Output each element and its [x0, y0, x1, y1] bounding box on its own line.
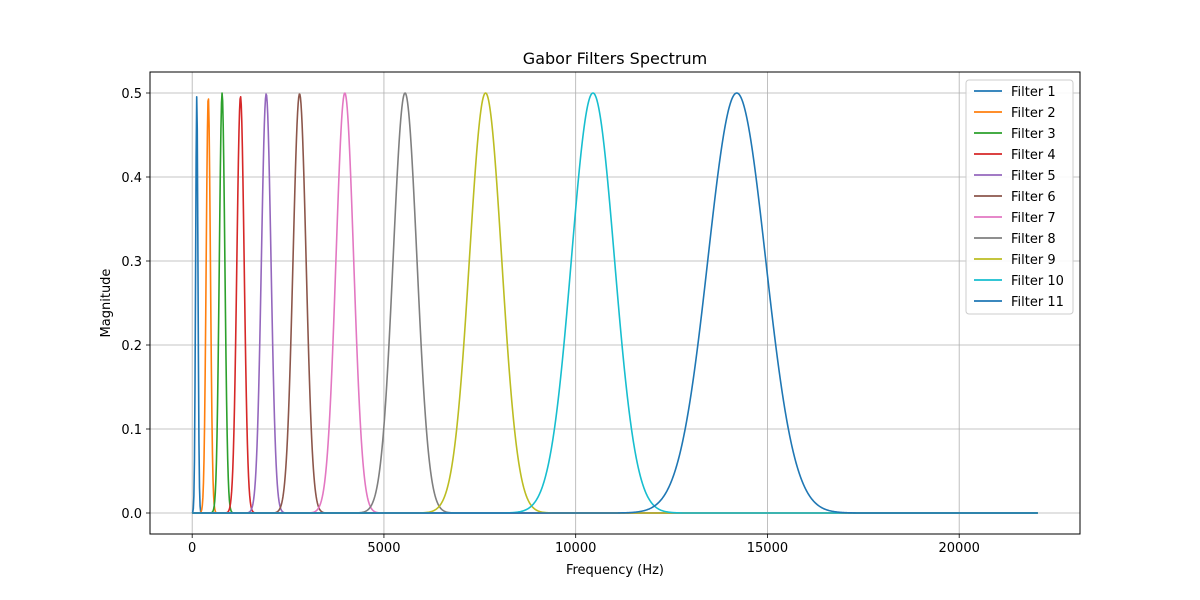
legend-label-filter-6: Filter 6 [1011, 190, 1056, 205]
legend-label-filter-2: Filter 2 [1011, 106, 1056, 121]
series-line-filter-1 [191, 96, 1039, 514]
legend-label-filter-9: Filter 9 [1011, 253, 1056, 268]
x-tick-label: 15000 [747, 541, 788, 556]
legend-label-filter-11: Filter 11 [1011, 295, 1064, 310]
series-line-filter-2 [191, 98, 1039, 514]
x-tick-label: 20000 [939, 541, 980, 556]
legend-label-filter-3: Filter 3 [1011, 127, 1056, 142]
axis-ticks: 0 5000 10000 15000 20000 0.0 0.1 0.2 0.3 0.4 0.5 [121, 87, 980, 556]
x-tick-label: 0 [188, 541, 196, 556]
legend-box [965, 79, 1074, 315]
y-tick-label: 0.1 [121, 423, 142, 438]
y-axis-label: Magnitude [99, 269, 114, 338]
x-tick-label: 10000 [555, 541, 596, 556]
legend: Filter 1 Filter 2 Filter 3 Filter 4 Filter 5… [965, 79, 1074, 315]
y-tick-label: 0.0 [121, 507, 142, 522]
y-tick-label: 0.4 [121, 171, 142, 186]
legend-label-filter-4: Filter 4 [1011, 148, 1056, 163]
series-line-filter-6 [191, 93, 1039, 514]
series-line-filter-8 [191, 92, 1039, 514]
series-line-filter-4 [191, 95, 1039, 514]
plot-area-frame [149, 71, 1081, 535]
y-tick-label: 0.2 [121, 339, 142, 354]
legend-label-filter-10: Filter 10 [1011, 274, 1064, 289]
series-line-filter-10 [191, 92, 1039, 514]
legend-label-filter-1: Filter 1 [1011, 85, 1056, 100]
legend-label-filter-8: Filter 8 [1011, 232, 1056, 247]
chart-title: Gabor Filters Spectrum [523, 49, 707, 68]
series-line-filter-5 [191, 93, 1039, 514]
series-line-filter-7 [191, 92, 1039, 514]
legend-label-filter-5: Filter 5 [1011, 169, 1056, 184]
series-line-filter-3 [191, 92, 1039, 514]
legend-label-filter-7: Filter 7 [1011, 211, 1056, 226]
series-lines [191, 92, 1039, 514]
y-tick-label: 0.3 [121, 255, 142, 270]
x-tick-label: 5000 [367, 541, 400, 556]
x-axis-label: Frequency (Hz) [566, 563, 664, 578]
grid [150, 72, 1080, 534]
series-line-filter-11 [191, 92, 1039, 514]
series-line-filter-9 [191, 92, 1039, 514]
y-tick-label: 0.5 [121, 87, 142, 102]
